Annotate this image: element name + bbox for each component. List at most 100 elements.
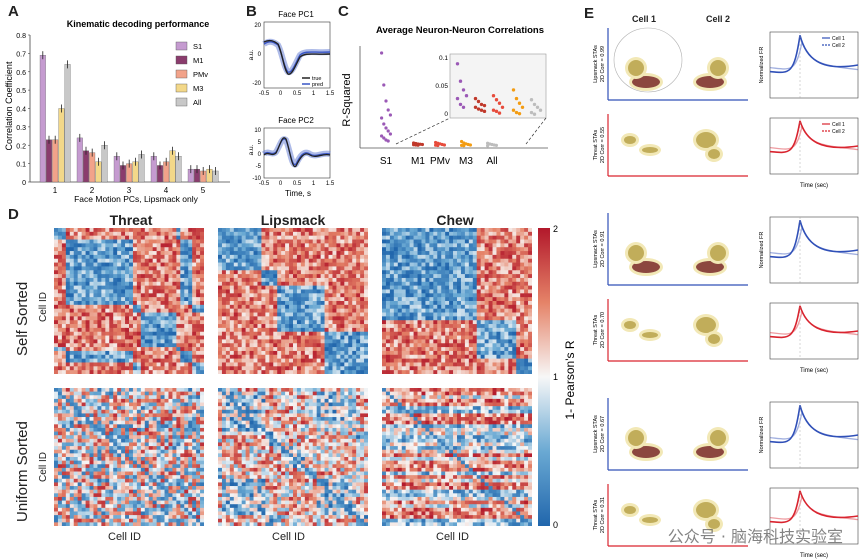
matrix-cell bbox=[348, 247, 353, 252]
matrix-cell bbox=[468, 231, 474, 236]
matrix-cell bbox=[277, 297, 282, 302]
matrix-cell bbox=[316, 289, 321, 294]
matrix-cell bbox=[332, 320, 337, 325]
matrix-cell bbox=[460, 231, 466, 236]
matrix-cell bbox=[500, 354, 505, 359]
matrix-cell bbox=[277, 285, 282, 290]
matrix-cell bbox=[344, 312, 349, 317]
matrix-cell bbox=[85, 301, 90, 306]
matrix-cell bbox=[196, 247, 201, 252]
matrix-cell bbox=[500, 251, 505, 256]
matrix-cell bbox=[508, 274, 513, 279]
matrix-cell bbox=[417, 335, 422, 340]
matrix-cell bbox=[65, 335, 71, 340]
matrix-cell bbox=[241, 324, 246, 329]
matrix-cell bbox=[65, 409, 71, 414]
matrix-cell bbox=[332, 366, 337, 371]
matrix-cell bbox=[445, 354, 450, 359]
matrix-cell bbox=[528, 366, 532, 371]
matrix-cell bbox=[89, 402, 94, 407]
matrix-cell bbox=[168, 362, 173, 367]
matrix-cell bbox=[273, 347, 278, 352]
matrix-cell bbox=[352, 316, 357, 321]
matrix-cell bbox=[508, 251, 513, 256]
matrix-cell bbox=[528, 281, 532, 286]
matrix-cell bbox=[144, 366, 150, 371]
matrix-cell bbox=[472, 347, 478, 352]
matrix-cell bbox=[97, 262, 102, 267]
matrix-cell bbox=[484, 343, 489, 348]
matrix-cell bbox=[340, 270, 345, 275]
matrix-cell bbox=[65, 258, 71, 263]
matrix-cell bbox=[97, 231, 102, 236]
matrix-cell bbox=[192, 301, 197, 306]
matrix-cell bbox=[300, 231, 306, 236]
matrix-cell bbox=[69, 228, 75, 233]
matrix-cell bbox=[320, 235, 325, 240]
c-inset-point-m3 bbox=[517, 101, 522, 105]
matrix-cell bbox=[144, 285, 150, 290]
matrix-cell bbox=[356, 285, 361, 290]
matrix-cell bbox=[296, 335, 302, 340]
matrix-cell bbox=[121, 395, 126, 400]
matrix-cell bbox=[168, 251, 173, 256]
matrix-cell bbox=[168, 331, 173, 336]
matrix-cell bbox=[172, 301, 177, 306]
matrix-cell bbox=[312, 247, 317, 252]
matrix-cell bbox=[293, 327, 298, 333]
matrix-cell bbox=[148, 413, 153, 418]
matrix-cell bbox=[168, 398, 173, 403]
matrix-cell bbox=[492, 301, 497, 306]
matrix-cell bbox=[109, 347, 114, 352]
matrix-cell bbox=[328, 262, 333, 267]
matrix-cell bbox=[332, 289, 337, 294]
matrix-cell bbox=[89, 277, 94, 283]
matrix-cell bbox=[180, 324, 185, 329]
matrix-cell bbox=[156, 358, 161, 363]
matrix-cell bbox=[77, 409, 82, 414]
matrix-cell bbox=[144, 358, 150, 363]
matrix-cell bbox=[409, 331, 414, 336]
matrix-cell bbox=[200, 235, 204, 240]
matrix-cell bbox=[109, 362, 114, 367]
matrix-cell bbox=[225, 343, 231, 348]
matrix-cell bbox=[340, 335, 345, 340]
matrix-cell bbox=[300, 304, 306, 309]
matrix-cell bbox=[69, 293, 75, 298]
matrix-cell bbox=[269, 362, 274, 367]
matrix-cell bbox=[77, 293, 82, 298]
matrix-cell bbox=[168, 277, 173, 283]
matrix-cell bbox=[344, 324, 349, 329]
matrix-cell bbox=[449, 316, 454, 321]
matrix-cell bbox=[401, 362, 406, 367]
matrix-cell bbox=[360, 304, 365, 309]
matrix-cell bbox=[528, 274, 532, 279]
matrix-cell bbox=[425, 304, 430, 309]
matrix-cell bbox=[57, 277, 63, 283]
matrix-cell bbox=[269, 316, 274, 321]
matrix-cell bbox=[445, 254, 450, 260]
matrix-cell bbox=[340, 362, 345, 367]
matrix-cell bbox=[488, 243, 493, 248]
matrix-cell bbox=[304, 354, 310, 359]
matrix-cell bbox=[316, 354, 321, 359]
matrix-cell bbox=[176, 409, 181, 414]
matrix-cell bbox=[453, 277, 458, 283]
matrix-cell bbox=[524, 231, 529, 236]
matrix-cell bbox=[101, 413, 106, 418]
matrix-cell bbox=[328, 289, 333, 294]
matrix-cell bbox=[344, 270, 349, 275]
c-point-s1 bbox=[382, 83, 386, 87]
matrix-cell bbox=[352, 293, 357, 298]
matrix-cell bbox=[196, 409, 201, 414]
matrix-cell bbox=[308, 254, 314, 260]
matrix-cell bbox=[520, 335, 525, 340]
matrix-cell bbox=[200, 362, 204, 367]
matrix-cell bbox=[218, 289, 223, 294]
matrix-cell bbox=[348, 358, 353, 363]
matrix-cell bbox=[468, 301, 474, 306]
c-inset-point-m3 bbox=[514, 110, 519, 115]
matrix-cell bbox=[340, 228, 345, 233]
matrix-cell bbox=[476, 327, 481, 333]
a-ytick-label: 0.5 bbox=[16, 88, 26, 95]
